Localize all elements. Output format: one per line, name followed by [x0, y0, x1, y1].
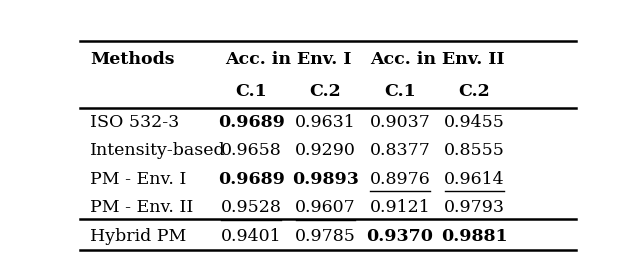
Text: Acc. in Env. I: Acc. in Env. I: [225, 51, 351, 68]
Text: 0.9785: 0.9785: [295, 228, 356, 245]
Text: PM - Env. I: PM - Env. I: [90, 171, 186, 188]
Text: C.1: C.1: [236, 83, 267, 100]
Text: 0.9793: 0.9793: [444, 199, 505, 216]
Text: 0.9607: 0.9607: [295, 199, 356, 216]
Text: C.2: C.2: [310, 83, 341, 100]
Text: 0.9658: 0.9658: [221, 143, 282, 159]
Text: PM - Env. II: PM - Env. II: [90, 199, 193, 216]
Text: 0.9881: 0.9881: [441, 228, 508, 245]
Text: 0.9528: 0.9528: [221, 199, 282, 216]
Text: 0.9455: 0.9455: [444, 114, 505, 131]
Text: Methods: Methods: [90, 51, 175, 68]
Text: 0.9689: 0.9689: [218, 114, 285, 131]
Text: 0.9290: 0.9290: [295, 143, 356, 159]
Text: Intensity-based: Intensity-based: [90, 143, 225, 159]
Text: 0.8377: 0.8377: [369, 143, 430, 159]
Text: ISO 532-3: ISO 532-3: [90, 114, 179, 131]
Text: 0.9401: 0.9401: [221, 228, 282, 245]
Text: 0.9689: 0.9689: [218, 171, 285, 188]
Text: C.1: C.1: [384, 83, 416, 100]
Text: 0.9370: 0.9370: [367, 228, 433, 245]
Text: 0.9121: 0.9121: [369, 199, 430, 216]
Text: 0.8976: 0.8976: [369, 171, 430, 188]
Text: 0.8555: 0.8555: [444, 143, 505, 159]
Text: C.2: C.2: [458, 83, 490, 100]
Text: 0.9614: 0.9614: [444, 171, 504, 188]
Text: 0.9037: 0.9037: [369, 114, 430, 131]
Text: 0.9631: 0.9631: [295, 114, 356, 131]
Text: 0.9893: 0.9893: [292, 171, 359, 188]
Text: Acc. in Env. II: Acc. in Env. II: [370, 51, 504, 68]
Text: Hybrid PM: Hybrid PM: [90, 228, 186, 245]
